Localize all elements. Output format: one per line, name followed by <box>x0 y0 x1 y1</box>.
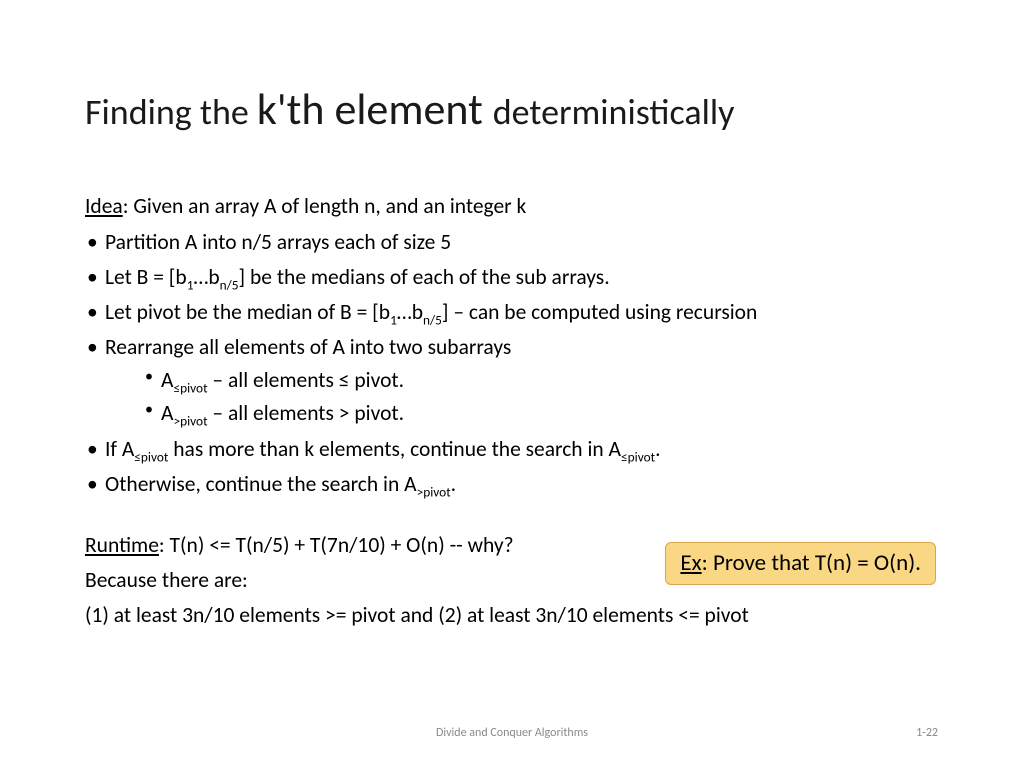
b2-mid: …b <box>193 264 219 290</box>
b6-pre: Otherwise, continue the search in A <box>105 471 417 497</box>
b6-post: . <box>451 471 456 497</box>
b5-pre: If A <box>105 436 134 462</box>
b2-pre: Let B = [b <box>105 264 187 290</box>
bullet-4: Rearrange all elements of A into two sub… <box>85 332 939 430</box>
b5-post: . <box>655 436 660 462</box>
bullet-4b: A>pivot – all elements > pivot. <box>145 398 939 429</box>
title-part-c: deterministically <box>493 90 735 134</box>
b3-s1: 1 <box>390 311 397 328</box>
b4a-sub: ≤pivot <box>173 380 207 397</box>
b5-s1: ≤pivot <box>134 448 168 465</box>
idea-line: Idea: Given an array A of length n, and … <box>85 191 939 222</box>
slide-title: Finding the k'th element deterministical… <box>85 85 939 133</box>
bullet-5: If A≤pivot has more than k elements, con… <box>85 434 939 465</box>
b5-mid: has more than k elements, continue the s… <box>168 436 621 462</box>
b5-s2: ≤pivot <box>621 448 655 465</box>
bullet-4a: A≤pivot – all elements ≤ pivot. <box>145 365 939 396</box>
b4-text: Rearrange all elements of A into two sub… <box>105 334 511 360</box>
exercise-callout: Ex: Prove that T(n) = O(n). <box>665 542 936 585</box>
callout-label: Ex <box>680 549 701 577</box>
b4b-pre: A <box>161 400 173 426</box>
b4a-pre: A <box>161 367 173 393</box>
b3-s2: n/5 <box>423 311 442 328</box>
b6-sub: >pivot <box>417 483 451 500</box>
title-part-a: Finding the <box>85 90 257 134</box>
b3-pre: Let pivot be the median of B = [b <box>105 299 390 325</box>
bullet-1: Partition A into n/5 arrays each of size… <box>85 227 939 258</box>
bullet-list: Partition A into n/5 arrays each of size… <box>85 227 939 500</box>
b4b-post: – all elements > pivot. <box>208 400 405 426</box>
bullet-6: Otherwise, continue the search in A>pivo… <box>85 469 939 500</box>
slide: Finding the k'th element deterministical… <box>0 0 1024 768</box>
b2-s2: n/5 <box>220 276 239 293</box>
runtime-label: Runtime <box>85 532 159 558</box>
callout-text: : Prove that T(n) = O(n). <box>702 549 921 577</box>
b4a-post: – all elements ≤ pivot. <box>208 367 405 393</box>
footer-page-number: 1-22 <box>916 726 938 740</box>
runtime-text: : T(n) <= T(n/5) + T(7n/10) + O(n) -- wh… <box>159 532 514 558</box>
b3-post: ] – can be computed using recursion <box>442 299 757 325</box>
footer-center: Divide and Conquer Algorithms <box>0 726 1024 740</box>
bullet-2: Let B = [b1…bn/5] be the medians of each… <box>85 262 939 293</box>
title-part-b: k'th element <box>257 82 493 136</box>
idea-text: : Given an array A of length n, and an i… <box>123 193 527 219</box>
sub-bullet-list: A≤pivot – all elements ≤ pivot. A>pivot … <box>145 365 939 429</box>
b4b-sub: >pivot <box>173 413 207 430</box>
b3-mid: …b <box>397 299 423 325</box>
bullet-3: Let pivot be the median of B = [b1…bn/5]… <box>85 297 939 328</box>
idea-label: Idea <box>85 193 123 219</box>
reason-line: (1) at least 3n/10 elements >= pivot and… <box>85 600 939 631</box>
b2-post: ] be the medians of each of the sub arra… <box>239 264 610 290</box>
